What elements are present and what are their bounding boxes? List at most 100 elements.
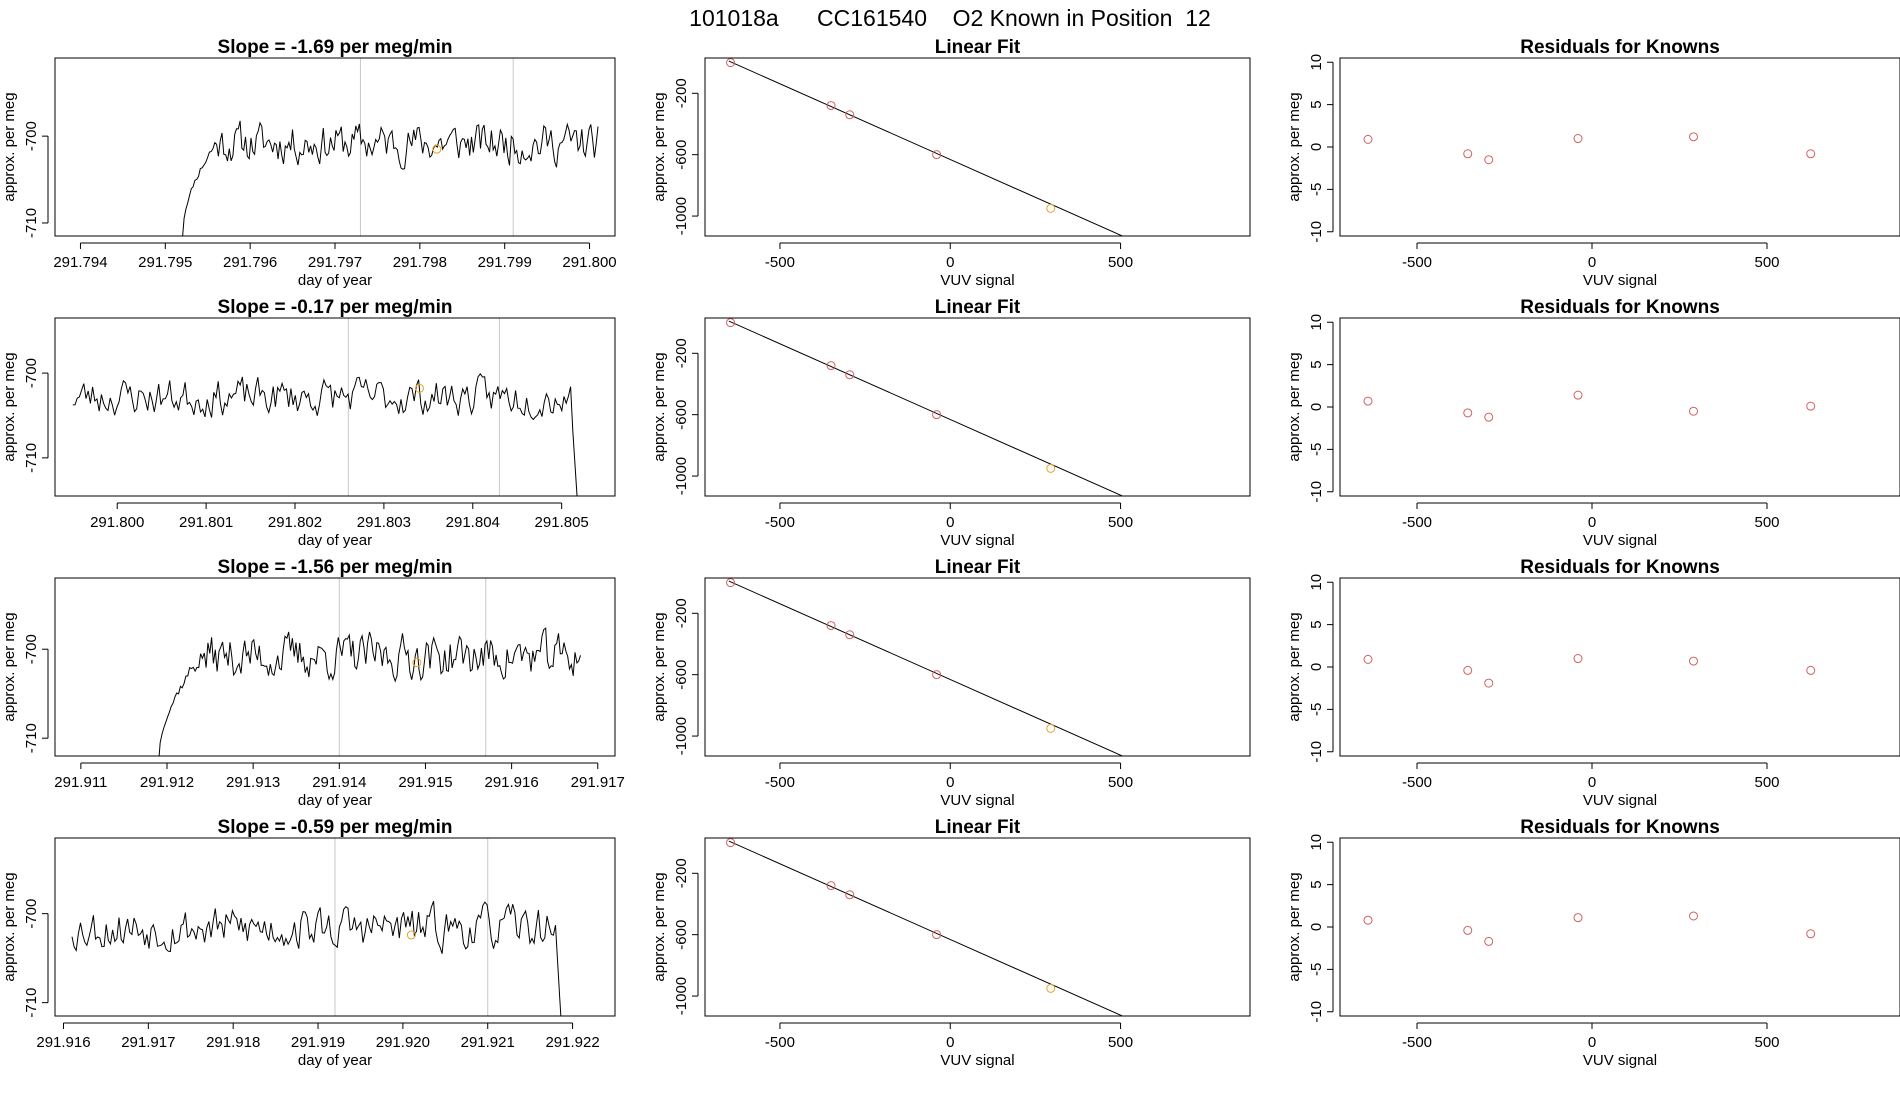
x-axis: 291.794 291.795 291.796 291.797 291.798 291.7… bbox=[53, 242, 617, 289]
y-tick-label: -1000 bbox=[673, 717, 690, 755]
y-axis: -200 -600 -1000 approx. per meg bbox=[651, 858, 699, 1015]
x-tick-label: 500 bbox=[1108, 514, 1133, 531]
data-point-3 bbox=[845, 370, 855, 380]
plot-data bbox=[726, 578, 1169, 783]
data-point-4 bbox=[932, 930, 942, 940]
y-tick-label: 10 bbox=[1308, 314, 1325, 331]
y-tick-label: -10 bbox=[1308, 1001, 1325, 1023]
y-axis-label: approx. per meg bbox=[1, 612, 18, 721]
y-tick-label: -1000 bbox=[673, 977, 690, 1015]
panel-title: Slope = -0.17 per meg/min bbox=[218, 297, 453, 318]
plot-data bbox=[72, 318, 578, 496]
data-point-4 bbox=[932, 410, 942, 420]
y-axis: 10 5 0 -5 -10 approx. per meg bbox=[1286, 54, 1334, 243]
y-tick-label: -710 bbox=[23, 988, 40, 1018]
x-tick-label: 0 bbox=[946, 774, 954, 791]
y-tick-label: 10 bbox=[1308, 834, 1325, 851]
x-axis-label: VUV signal bbox=[1583, 1052, 1657, 1069]
y-tick-label: 5 bbox=[1308, 880, 1325, 888]
y-axis-label: approx. per meg bbox=[1286, 352, 1303, 461]
data-point-3 bbox=[1484, 155, 1494, 165]
x-tick-label: 291.919 bbox=[291, 1034, 345, 1051]
y-axis: -700 -710 approx. per meg bbox=[1, 872, 49, 1018]
highlight-point bbox=[414, 383, 424, 393]
panel-r4c3: Residuals for Knowns -500 0 500 VUV signal 10… bbox=[1286, 817, 1900, 1069]
y-tick-label: -710 bbox=[23, 723, 40, 753]
panel-title: Residuals for Knowns bbox=[1520, 557, 1720, 578]
x-tick-label: 0 bbox=[1588, 774, 1596, 791]
x-tick-label: -500 bbox=[765, 514, 795, 531]
panel-title: Slope = -0.59 per meg/min bbox=[218, 817, 453, 838]
data-point-1 bbox=[726, 578, 736, 588]
panel-title: Residuals for Knowns bbox=[1520, 37, 1720, 58]
x-axis: -500 0 500 VUV signal bbox=[765, 1022, 1133, 1069]
y-tick-label: -700 bbox=[23, 899, 40, 929]
y-tick-label: -700 bbox=[23, 121, 40, 151]
y-axis: -200 -600 -1000 approx. per meg bbox=[651, 78, 699, 235]
fit-line bbox=[728, 580, 1124, 756]
y-tick-label: -5 bbox=[1308, 183, 1325, 196]
x-tick-label: 291.912 bbox=[140, 774, 194, 791]
y-tick-label: -10 bbox=[1308, 481, 1325, 503]
plot-frame bbox=[704, 577, 1251, 757]
x-tick-label: -500 bbox=[1402, 514, 1432, 531]
x-tick-label: 291.804 bbox=[446, 514, 500, 531]
plot-frame bbox=[1339, 317, 1900, 497]
x-axis: -500 0 500 VUV signal bbox=[765, 242, 1133, 289]
data-point-2 bbox=[1463, 665, 1473, 675]
data-point-3 bbox=[1484, 936, 1494, 946]
y-tick-label: -5 bbox=[1308, 443, 1325, 456]
x-tick-label: -500 bbox=[765, 1034, 795, 1051]
data-point-5 bbox=[1689, 911, 1698, 921]
x-tick-label: 291.800 bbox=[90, 514, 144, 531]
data-point-2 bbox=[826, 881, 836, 891]
data-point-5 bbox=[1046, 723, 1056, 733]
x-axis-label: day of year bbox=[298, 1052, 372, 1069]
panel-r3c3: Residuals for Knowns -500 0 500 VUV signal 10… bbox=[1286, 557, 1900, 809]
x-tick-label: 291.916 bbox=[36, 1034, 90, 1051]
x-tick-label: 291.799 bbox=[478, 254, 532, 271]
data-point-4 bbox=[932, 670, 942, 680]
data-point-2 bbox=[826, 361, 836, 371]
y-tick-label: -10 bbox=[1308, 221, 1325, 243]
highlight-point bbox=[412, 658, 422, 668]
x-tick-label: 500 bbox=[1108, 774, 1133, 791]
x-tick-label: 291.917 bbox=[571, 774, 625, 791]
data-point-1 bbox=[1363, 396, 1373, 406]
panel-title: Linear Fit bbox=[935, 37, 1021, 58]
y-tick-label: -600 bbox=[673, 140, 690, 170]
plot-frame bbox=[54, 837, 616, 1017]
plot-frame bbox=[1339, 577, 1900, 757]
y-axis-label: approx. per meg bbox=[1286, 612, 1303, 721]
x-tick-label: -500 bbox=[1402, 254, 1432, 271]
data-point-6 bbox=[1161, 775, 1169, 783]
x-tick-label: 0 bbox=[1588, 514, 1596, 531]
y-tick-label: -1000 bbox=[673, 197, 690, 235]
x-axis-label: day of year bbox=[298, 792, 372, 809]
figure-suptitle: 101018a CC161540 O2 Known in Position 12 bbox=[689, 5, 1211, 31]
data-point-5 bbox=[1689, 132, 1698, 142]
x-tick-label: 291.914 bbox=[312, 774, 366, 791]
y-axis-label: approx. per meg bbox=[1, 92, 18, 201]
x-tick-label: 291.922 bbox=[545, 1034, 599, 1051]
y-tick-label: 10 bbox=[1308, 574, 1325, 591]
x-tick-label: 500 bbox=[1108, 1034, 1133, 1051]
y-tick-label: -600 bbox=[673, 400, 690, 430]
data-point-6 bbox=[1806, 929, 1816, 939]
data-point-3 bbox=[845, 110, 855, 120]
data-point-1 bbox=[1363, 134, 1373, 144]
plot-frame bbox=[704, 837, 1251, 1017]
y-axis-label: approx. per meg bbox=[651, 612, 668, 721]
x-tick-label: -500 bbox=[765, 254, 795, 271]
x-axis: 291.916 291.917 291.918 291.919 291.920 291.9… bbox=[36, 1022, 600, 1069]
plot-data bbox=[1363, 132, 1816, 165]
x-axis: -500 0 500 VUV signal bbox=[1402, 1022, 1780, 1069]
data-point-6 bbox=[1161, 515, 1169, 523]
x-tick-label: 500 bbox=[1754, 1034, 1779, 1051]
y-axis: 10 5 0 -5 -10 approx. per meg bbox=[1286, 314, 1334, 503]
panel-title: Linear Fit bbox=[935, 557, 1021, 578]
data-point-4 bbox=[1573, 134, 1583, 144]
